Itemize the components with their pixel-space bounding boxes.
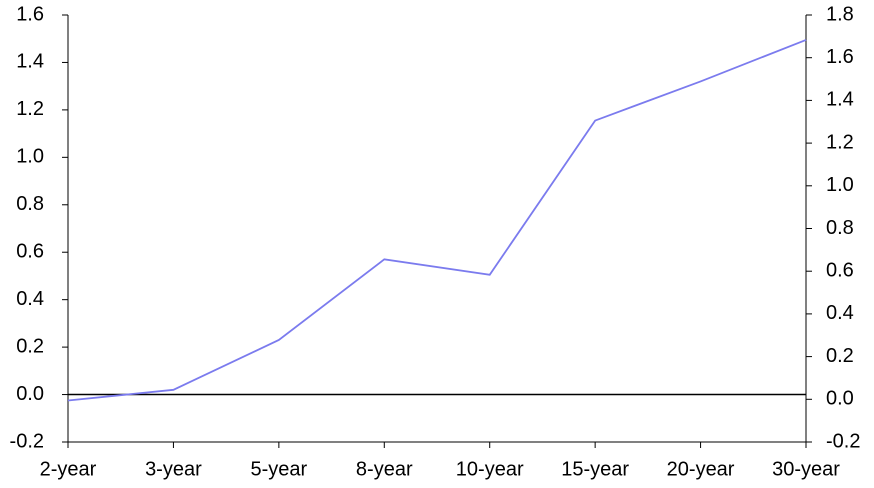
y2-tick-label: 0.8 [826, 217, 854, 239]
y2-tick-label: 1.2 [826, 131, 854, 153]
y2-tick-label: 0.6 [826, 259, 854, 281]
y-tick-label: 1.2 [16, 98, 44, 120]
y-tick-label: -0.2 [10, 430, 44, 452]
y2-tick-label: 1.6 [826, 46, 854, 68]
line [67, 39, 807, 402]
y-tick-label: 0.2 [16, 335, 44, 357]
y-tick-label: 1.4 [16, 51, 44, 73]
y2-tick-label: 0.0 [826, 388, 854, 410]
x-tick-label: 15-year [561, 458, 629, 480]
y-tick-label: 0.0 [16, 383, 44, 405]
x-tick-label: 3-year [145, 458, 202, 480]
x-tick-label: 8-year [356, 458, 413, 480]
y-tick-label: 1.0 [16, 146, 44, 168]
y2-tick-label: 1.4 [826, 89, 854, 111]
y2-tick-label: 0.2 [826, 345, 854, 367]
y2-tick-label: 0.4 [826, 302, 854, 324]
y-tick-label: 0.6 [16, 241, 44, 263]
y-tick-label: 0.4 [16, 288, 44, 310]
x-tick-label: 2-year [40, 458, 97, 480]
x-tick-label: 5-year [251, 458, 308, 480]
x-tick-label: 10-year [456, 458, 524, 480]
y-tick-label: 0.8 [16, 193, 44, 215]
y2-tick-label: -0.2 [826, 430, 860, 452]
x-tick-label: 20-year [667, 458, 735, 480]
y2-tick-label: 1.8 [826, 3, 854, 25]
y2-tick-label: 1.0 [826, 174, 854, 196]
y-tick-label: 1.6 [16, 3, 44, 25]
x-tick-label: 30-year [772, 458, 840, 480]
